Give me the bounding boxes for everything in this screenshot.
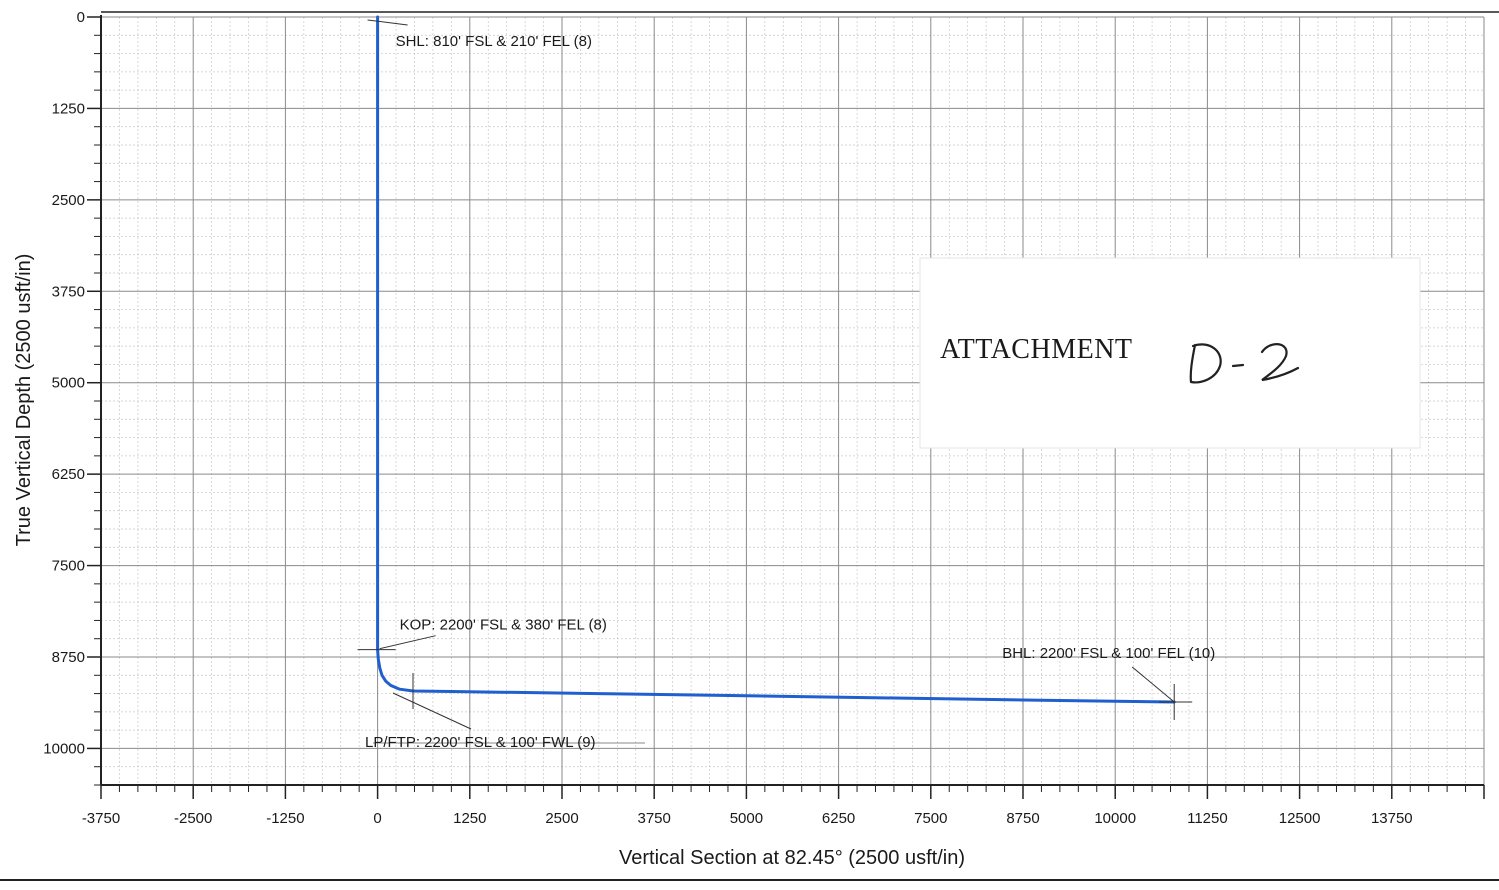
kop-label: KOP: 2200' FSL & 380' FEL (8) <box>400 617 607 634</box>
x-axis-ticks: -3750 -2500 -1250 0 1250 2500 3750 5000 6250 7500… <box>82 810 1413 827</box>
y-tick-label: 10000 <box>43 740 85 757</box>
y-axis-ticks: 0 1250 2500 3750 5000 6250 7500 8750 10000 <box>43 9 85 757</box>
shl-leader-line <box>367 19 408 26</box>
x-tick-label: 7500 <box>914 810 947 827</box>
x-tick-label: 10000 <box>1094 810 1136 827</box>
y-tick-label: 8750 <box>52 649 85 666</box>
x-tick-label: -1250 <box>266 810 304 827</box>
attachment-stamp: ATTACHMENT <box>919 257 1421 449</box>
stamp-text: ATTACHMENT <box>940 334 1133 365</box>
handwritten-d-2-mark <box>1189 343 1300 384</box>
x-tick-label: 11250 <box>1187 810 1228 827</box>
y-tick-label: 2500 <box>52 192 85 209</box>
x-tick-label: 1250 <box>453 810 486 827</box>
x-tick-label: 3750 <box>638 810 671 827</box>
y-tick-label: 0 <box>77 9 85 26</box>
y-axis-title: True Vertical Depth (2500 usft/in) <box>13 254 35 547</box>
x-tick-label: -2500 <box>174 810 212 827</box>
annotations: SHL: 810' FSL & 210' FEL (8) KOP: 2200' F… <box>357 19 1215 751</box>
x-tick-label: -3750 <box>82 810 120 827</box>
y-tick-label: 5000 <box>52 375 85 392</box>
y-tick-label: 7500 <box>52 558 85 575</box>
x-tick-label: 12500 <box>1279 810 1321 827</box>
bhl-leader-line <box>1131 666 1175 703</box>
bhl-label: BHL: 2200' FSL & 100' FEL (10) <box>1002 645 1215 662</box>
trajectory-line <box>376 15 1176 704</box>
lp-ftp-label: LP/FTP: 2200' FSL & 100' FWL (9) <box>365 734 596 751</box>
shl-label: SHL: 810' FSL & 210' FEL (8) <box>396 33 592 50</box>
x-tick-label: 5000 <box>730 810 763 827</box>
x-axis-title: Vertical Section at 82.45° (2500 usft/in… <box>619 847 965 869</box>
kop-leader-line <box>379 635 436 650</box>
x-tick-label: 6250 <box>822 810 855 827</box>
x-tick-label: 8750 <box>1006 810 1039 827</box>
x-tick-label: 0 <box>373 810 381 827</box>
y-tick-label: 3750 <box>52 283 85 300</box>
x-tick-label: 2500 <box>545 810 578 827</box>
x-tick-label: 13750 <box>1371 810 1413 827</box>
axes <box>0 11 1499 881</box>
trajectory-series <box>376 15 1176 704</box>
y-tick-label: 1250 <box>52 100 85 117</box>
stamp-label-background <box>919 257 1421 449</box>
y-tick-label: 6250 <box>52 466 85 483</box>
lp-leader-line <box>392 692 472 730</box>
